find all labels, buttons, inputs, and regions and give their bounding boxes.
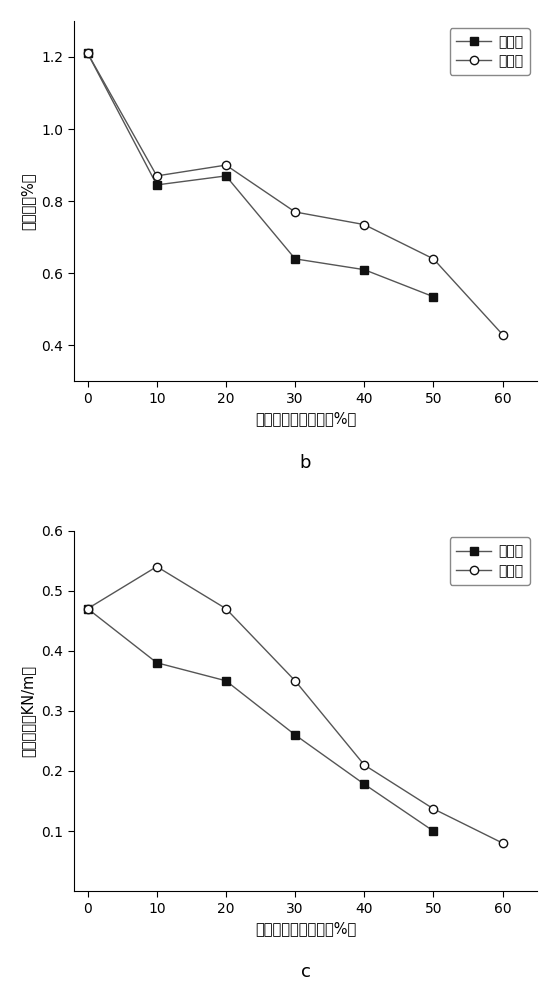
Line: 改性后: 改性后 bbox=[84, 49, 507, 339]
改性前 bbox=[292, 729, 299, 741]
改性后 bbox=[499, 329, 506, 341]
改性前 bbox=[223, 170, 229, 182]
Text: b: b bbox=[300, 454, 311, 472]
改性后 bbox=[430, 253, 437, 265]
Y-axis label: 环压强度（KN/m）: 环压强度（KN/m） bbox=[21, 665, 36, 757]
改性后 bbox=[499, 837, 506, 849]
改性前 bbox=[84, 47, 91, 59]
改性后 bbox=[223, 159, 229, 171]
Line: 改性前: 改性前 bbox=[84, 604, 437, 835]
Y-axis label: 伸长率（%）: 伸长率（%） bbox=[21, 172, 36, 230]
Line: 改性前: 改性前 bbox=[84, 49, 437, 301]
Line: 改性后: 改性后 bbox=[84, 562, 507, 847]
改性后 bbox=[361, 219, 368, 231]
Legend: 改性前, 改性后: 改性前, 改性后 bbox=[450, 28, 530, 75]
X-axis label: 无机纤维百分含量（%）: 无机纤维百分含量（%） bbox=[255, 411, 356, 426]
改性前 bbox=[430, 825, 437, 837]
改性前 bbox=[430, 291, 437, 303]
改性前 bbox=[361, 264, 368, 276]
改性后 bbox=[153, 561, 160, 573]
X-axis label: 无机纤维百分含量（%）: 无机纤维百分含量（%） bbox=[255, 921, 356, 936]
改性前 bbox=[292, 253, 299, 265]
改性前 bbox=[84, 603, 91, 615]
改性后 bbox=[292, 675, 299, 687]
改性前 bbox=[223, 675, 229, 687]
改性前 bbox=[153, 179, 160, 191]
改性后 bbox=[361, 759, 368, 771]
Legend: 改性前, 改性后: 改性前, 改性后 bbox=[450, 537, 530, 585]
改性后 bbox=[292, 206, 299, 218]
改性后 bbox=[153, 170, 160, 182]
改性后 bbox=[84, 603, 91, 615]
改性后 bbox=[84, 47, 91, 59]
改性前 bbox=[153, 657, 160, 669]
Text: c: c bbox=[301, 963, 310, 981]
改性后 bbox=[223, 603, 229, 615]
改性后 bbox=[430, 803, 437, 815]
改性前 bbox=[361, 778, 368, 790]
